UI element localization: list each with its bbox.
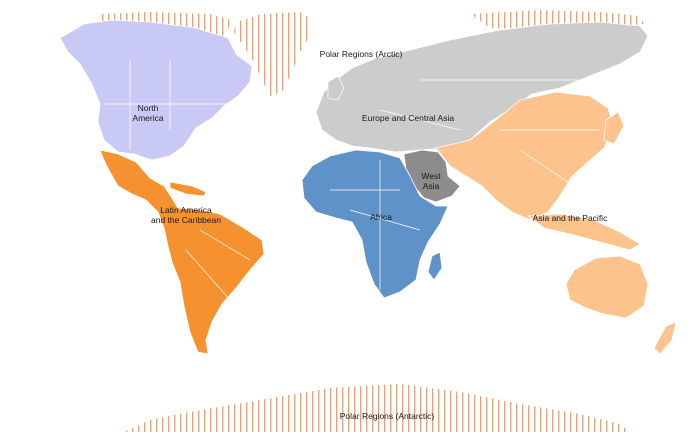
southeast-asia-islands[interactable] (527, 213, 641, 251)
madagascar[interactable] (427, 251, 443, 281)
label-asia-pacific: Asia and the Pacific (532, 213, 608, 223)
label-africa: Africa (370, 212, 392, 222)
japan[interactable] (603, 111, 625, 145)
new-zealand[interactable] (653, 321, 677, 355)
uk-ireland[interactable] (327, 75, 345, 101)
label-west-asia: West Asia (421, 171, 441, 191)
label-polar-arctic: Polar Regions (Arctic) (319, 49, 403, 59)
label-latin-america: Latin America and the Caribbean (151, 205, 221, 225)
country-borders (104, 60, 600, 301)
region-latin-america[interactable] (99, 149, 265, 355)
region-polar-antarctic[interactable] (124, 384, 630, 432)
region-asia-pacific[interactable] (435, 91, 615, 221)
label-north-america: North America (132, 103, 164, 123)
label-polar-antarctic: Polar Regions (Antarctic) (339, 411, 435, 421)
caribbean-islands[interactable] (169, 181, 207, 197)
region-europe-central-asia[interactable] (315, 21, 649, 153)
australia[interactable] (565, 255, 649, 319)
region-north-america[interactable] (59, 19, 253, 161)
arctic-greenland[interactable] (234, 12, 312, 96)
label-europe-central-asia: Europe and Central Asia (361, 113, 455, 123)
region-africa[interactable] (301, 149, 449, 299)
